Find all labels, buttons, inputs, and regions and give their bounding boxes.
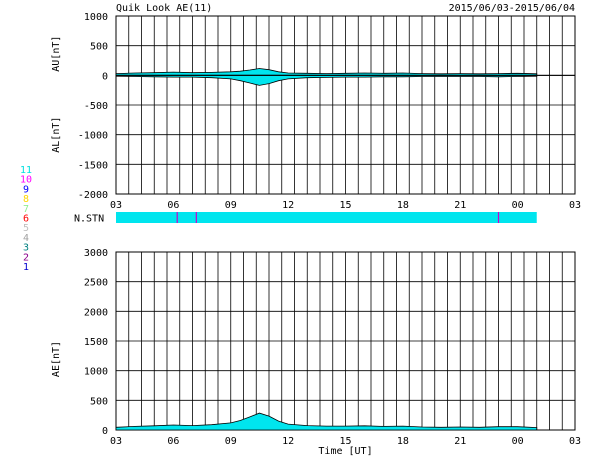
au-al-series-0-area: [115, 68, 538, 76]
au-al-ytick-label: -1500: [78, 160, 108, 171]
station-legend-item: 7: [23, 204, 29, 215]
au-al-xtick-label: 09: [225, 200, 237, 211]
au-al-xtick-label: 03: [569, 200, 581, 211]
ae-xtick-label: 12: [282, 436, 294, 447]
station-legend-item: 5: [23, 223, 29, 234]
station-legend-item: 3: [23, 243, 29, 254]
ae-series-0-area: [115, 412, 538, 431]
station-legend-item: 6: [23, 214, 29, 225]
ae-xtick-label: 00: [512, 436, 524, 447]
ae-ytick-label: 2000: [84, 307, 108, 318]
station-legend-item: 10: [20, 175, 32, 186]
al-ylabel: AL[nT]: [51, 117, 62, 153]
ae-xtick-label: 06: [167, 436, 179, 447]
au-al-xtick-label: 18: [397, 200, 409, 211]
au-al-xtick-label: 03: [110, 200, 122, 211]
ae-ytick-label: 2500: [84, 278, 108, 289]
au-ylabel: AU[nT]: [51, 36, 62, 72]
nstn-label: N.STN: [74, 214, 104, 225]
ae-xtick-label: 15: [339, 436, 351, 447]
chart-title: Quik Look AE(11): [116, 3, 212, 14]
ae-ytick-label: 500: [90, 396, 108, 407]
nstn-bar: [116, 212, 537, 223]
ae-ytick-label: 1500: [84, 337, 108, 348]
ae-ytick-label: 0: [102, 426, 108, 437]
au-al-xtick-label: 00: [512, 200, 524, 211]
ae-xtick-label: 03: [569, 436, 581, 447]
au-al-xtick-label: 15: [339, 200, 351, 211]
station-legend-item: 2: [23, 252, 29, 263]
au-al-ytick-label: 0: [102, 71, 108, 82]
au-al-xtick-label: 06: [167, 200, 179, 211]
ae-xtick-label: 09: [225, 436, 237, 447]
station-legend-item: 1: [23, 262, 29, 273]
station-legend-item: 9: [23, 184, 29, 195]
nstn-panel: N.STN: [74, 212, 537, 225]
au-al-ytick-label: -1000: [78, 131, 108, 142]
ae-xtick-label: 21: [454, 436, 466, 447]
ae-xtick-label: 18: [397, 436, 409, 447]
station-legend-item: 8: [23, 194, 29, 205]
time-axis-label: Time [UT]: [318, 446, 372, 457]
au-al-xtick-label: 21: [454, 200, 466, 211]
au-al-ytick-label: 1000: [84, 12, 108, 23]
ae-ylabel: AE[nT]: [51, 341, 62, 377]
au-al-xtick-label: 12: [282, 200, 294, 211]
ae-ytick-label: 3000: [84, 248, 108, 259]
au-al-ytick-label: -2000: [78, 190, 108, 201]
ae-xtick-label: 03: [110, 436, 122, 447]
ae-ytick-label: 1000: [84, 367, 108, 378]
station-legend-item: 11: [20, 165, 32, 176]
au-al-ytick-label: 500: [90, 42, 108, 53]
au-al-ytick-label: -500: [84, 101, 108, 112]
date-range: 2015/06/03-2015/06/04: [449, 3, 575, 14]
au-al-series-1-area: [115, 74, 538, 86]
station-legend-item: 4: [23, 233, 29, 244]
